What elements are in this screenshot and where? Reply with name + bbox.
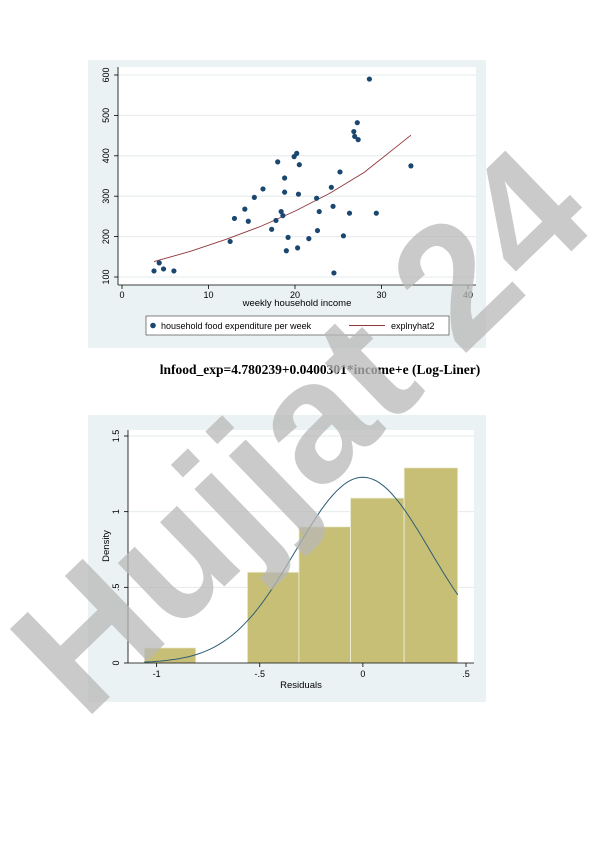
y-tick-label: 600 bbox=[101, 67, 111, 82]
data-point bbox=[251, 194, 257, 201]
legend-label-points: household food expenditure per week bbox=[161, 321, 312, 331]
legend: household food expenditure per week expl… bbox=[145, 315, 450, 336]
data-point bbox=[331, 270, 337, 276]
scatter-chart: 100 200 300 400 500 600 0 10 20 30 40 weekly house… bbox=[88, 60, 486, 348]
plot-region bbox=[118, 67, 476, 285]
data-point bbox=[330, 203, 336, 209]
y-axis-label: Density bbox=[101, 530, 112, 562]
x-tick-label: 10 bbox=[203, 290, 213, 300]
data-point bbox=[227, 238, 233, 245]
data-point bbox=[373, 210, 379, 216]
x-tick-label: -.5 bbox=[254, 669, 265, 679]
normal-density-curve bbox=[144, 476, 459, 663]
y-tick-label: 1.5 bbox=[111, 430, 121, 443]
data-point bbox=[242, 206, 248, 212]
y-tick-label: 400 bbox=[101, 148, 111, 163]
data-point bbox=[280, 212, 286, 219]
data-point bbox=[351, 128, 357, 135]
data-point bbox=[160, 266, 167, 272]
x-tick-label: .5 bbox=[462, 669, 470, 679]
x-tick-label: 20 bbox=[290, 290, 300, 300]
data-point bbox=[171, 268, 177, 274]
data-point bbox=[316, 208, 322, 215]
data-point bbox=[340, 233, 347, 239]
x-tick-label: 0 bbox=[119, 290, 124, 300]
x-tick-label: 40 bbox=[463, 290, 473, 300]
data-point bbox=[328, 184, 334, 190]
data-point bbox=[269, 226, 275, 232]
y-tick-label: 1 bbox=[111, 509, 121, 514]
regression-equation: lnfood_exp=4.780239+0.0400301*income+e (… bbox=[159, 362, 481, 377]
data-point bbox=[352, 133, 358, 140]
data-point bbox=[282, 189, 288, 195]
data-point bbox=[285, 234, 291, 241]
data-point bbox=[296, 162, 302, 168]
data-point bbox=[306, 236, 312, 242]
data-point bbox=[245, 218, 251, 224]
histogram-bar bbox=[350, 497, 405, 664]
data-point bbox=[231, 215, 238, 222]
data-point bbox=[278, 208, 284, 215]
data-point bbox=[282, 175, 288, 181]
x-axis-label: Residuals bbox=[280, 680, 322, 691]
data-point bbox=[260, 186, 266, 192]
data-point bbox=[314, 227, 321, 234]
legend-label-line: explnyhat2 bbox=[391, 321, 435, 331]
data-point bbox=[408, 163, 414, 169]
data-point bbox=[151, 268, 157, 274]
y-tick-label: 200 bbox=[101, 229, 111, 244]
data-point bbox=[337, 169, 343, 175]
data-point bbox=[283, 248, 289, 254]
y-tick-label: .5 bbox=[111, 584, 121, 592]
data-point bbox=[275, 159, 281, 165]
data-point bbox=[273, 217, 279, 224]
histogram-bar bbox=[298, 526, 351, 664]
data-point bbox=[314, 195, 320, 201]
data-point bbox=[346, 210, 353, 216]
y-tick-label: 500 bbox=[101, 108, 111, 123]
legend-marker-points bbox=[150, 322, 156, 329]
x-tick-label: 0 bbox=[360, 669, 365, 679]
histogram-bar bbox=[403, 467, 459, 664]
histogram-bar bbox=[143, 647, 197, 664]
data-point bbox=[294, 245, 301, 251]
data-point bbox=[294, 150, 300, 156]
data-point bbox=[295, 191, 302, 197]
y-tick-label: 300 bbox=[101, 189, 111, 204]
data-point bbox=[366, 76, 372, 82]
x-tick-label: 30 bbox=[376, 290, 386, 300]
histogram-bar bbox=[246, 571, 300, 664]
x-axis-label: weekly household income bbox=[242, 298, 352, 309]
data-point bbox=[354, 120, 360, 126]
y-tick-label: 100 bbox=[101, 269, 111, 284]
data-point bbox=[355, 137, 361, 143]
residual-histogram: 0 .5 1 1.5 -1 -.5 0 .5 Residuals Density bbox=[88, 415, 486, 702]
x-tick-label: -1 bbox=[153, 669, 161, 679]
y-tick-label: 0 bbox=[111, 660, 121, 665]
data-point bbox=[156, 260, 162, 266]
